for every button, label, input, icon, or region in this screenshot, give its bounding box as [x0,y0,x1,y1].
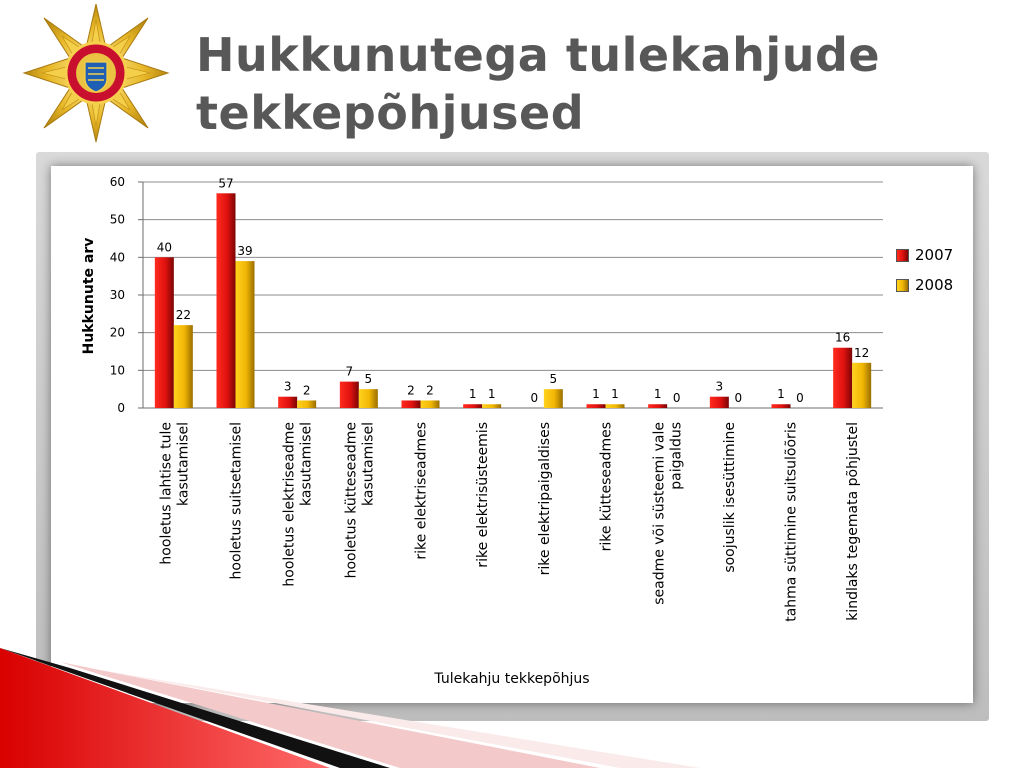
category-label-6: rike elektripaigaldises [537,422,553,575]
category-label-line: seadme või süsteemi vale [652,422,668,605]
category-label-line: hooletus elektriseadme [282,422,298,587]
bar-2007-4 [401,400,421,408]
y-tick-label: 0 [117,401,125,415]
category-label-line: soojuslik isesüttimine [722,422,738,573]
y-tick-label: 20 [110,326,125,340]
legend-label-2008: 2008 [915,276,954,294]
bar-2008-5 [482,404,502,408]
category-label-10: tahma süttimine suitsulõõris [784,422,800,622]
category-label-line: kasutamisel [299,422,315,506]
category-label-line: hooletus kütteseadme [343,422,359,578]
legend-swatch-2008 [896,278,909,292]
bar-2007-9 [709,396,729,408]
bar-2007-3 [339,381,359,408]
category-label-8: seadme või süsteemi vale paigaldus [652,422,685,605]
legend-label-2007: 2007 [915,246,954,264]
category-label-line: rike elektriseadmes [414,422,430,560]
category-label-11: kindlaks tegemata põhjustel [845,422,861,621]
data-label-2008-9: 0 [735,391,743,405]
bar-2007-2 [278,396,298,408]
legend-item-2007: 2007 [896,240,971,270]
bar-2008-6 [543,389,563,408]
y-tick-label: 60 [110,175,125,189]
slide-title: Hukkunutega tulekahjude tekkepõhjused [196,28,881,140]
data-label-2007-11: 16 [835,331,850,345]
category-label-line: hooletus suitsetamisel [229,422,245,579]
bar-2007-5 [463,404,483,408]
category-label-line: hooletus lahtise tule [158,422,174,565]
category-label-line: kasutamisel [175,422,191,506]
bar-2008-0 [173,325,193,408]
data-label-2008-8: 0 [673,391,681,405]
bar-2008-7 [605,404,625,408]
category-label-line: kasutamisel [360,422,376,506]
data-label-2007-2: 3 [284,380,292,394]
data-label-2007-0: 40 [157,240,172,254]
data-label-2008-6: 5 [550,372,558,386]
data-label-2008-0: 22 [176,308,191,322]
data-label-2008-3: 5 [365,372,373,386]
data-label-2008-4: 2 [426,383,434,397]
category-label-9: soojuslik isesüttimine [722,422,738,573]
category-label-line: paigaldus [669,422,685,490]
category-label-line: rike elektripaigaldises [537,422,553,575]
slide-decoration [0,648,700,768]
data-label-2008-7: 1 [611,387,619,401]
bar-2008-1 [235,261,255,408]
data-label-2008-10: 0 [796,391,804,405]
bar-2008-11 [852,362,872,408]
data-label-2007-8: 1 [654,387,662,401]
data-label-2008-2: 2 [303,383,311,397]
data-label-2007-5: 1 [469,387,477,401]
bar-2008-3 [358,389,378,408]
y-tick-label: 50 [110,213,125,227]
category-label-line: tahma süttimine suitsulõõris [784,422,800,622]
bar-2007-10 [771,404,791,408]
category-label-4: rike elektriseadmes [414,422,430,560]
category-label-line: rike elektrisüsteemis [475,422,491,568]
chart-legend: 2007 2008 [896,240,971,300]
data-label-2007-10: 1 [777,387,785,401]
data-label-2008-5: 1 [488,387,496,401]
category-label-3: hooletus kütteseadme kasutamisel [343,422,376,578]
data-label-2007-3: 7 [346,365,354,379]
data-label-2007-4: 2 [407,383,415,397]
data-label-2007-6: 0 [531,391,539,405]
legend-swatch-2007 [896,248,909,262]
y-axis-label: Hukkunute arv [81,238,97,355]
category-label-5: rike elektrisüsteemis [475,422,491,568]
data-label-2007-7: 1 [592,387,600,401]
data-label-2008-1: 39 [237,244,252,258]
category-label-line: kindlaks tegemata põhjustel [845,422,861,621]
category-label-2: hooletus elektriseadme kasutamisel [282,422,315,587]
bar-2008-4 [420,400,440,408]
bar-2008-2 [297,400,317,408]
category-label-1: hooletus suitsetamisel [229,422,245,579]
y-tick-label: 10 [110,363,125,377]
chart-panel: 0 10 20 30 40 50 60 40 22 57 39 3 2 7 5 2 2 1 1 0 5 1 1 1 0 3 0 1 0… [51,166,973,703]
bar-2007-8 [648,404,668,408]
category-label-0: hooletus lahtise tule kasutamisel [158,422,191,565]
data-label-2008-11: 12 [854,346,869,360]
category-label-7: rike kütteseadmes [599,422,615,551]
data-label-2007-9: 3 [716,380,724,394]
rescue-board-logo [22,3,170,143]
bar-2007-1 [216,193,236,408]
bar-2007-0 [154,257,174,408]
y-tick-label: 40 [110,250,125,264]
bar-2007-11 [833,347,853,408]
y-tick-label: 30 [110,288,125,302]
bar-2007-7 [586,404,606,408]
data-label-2007-1: 57 [218,176,233,190]
x-axis-label: Tulekahju tekkepõhjus [433,671,589,687]
legend-item-2008: 2008 [896,270,971,300]
category-label-line: rike kütteseadmes [599,422,615,551]
